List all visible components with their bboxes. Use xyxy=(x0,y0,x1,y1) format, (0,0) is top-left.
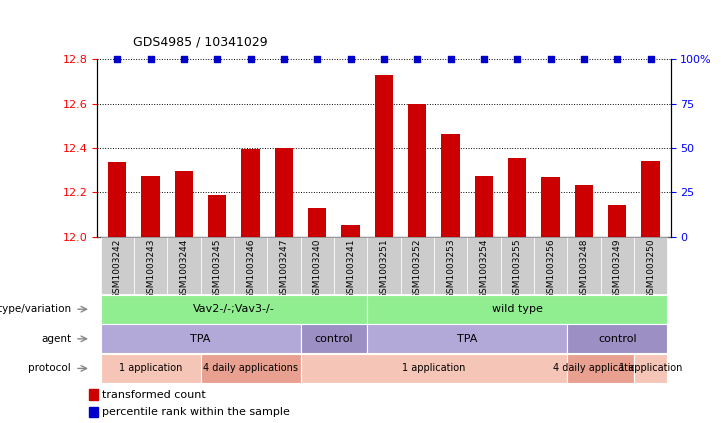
Bar xyxy=(474,176,493,237)
Text: GSM1003241: GSM1003241 xyxy=(346,239,355,299)
FancyBboxPatch shape xyxy=(401,237,434,294)
Text: GSM1003248: GSM1003248 xyxy=(580,239,588,299)
FancyBboxPatch shape xyxy=(601,237,634,294)
Bar xyxy=(208,195,226,237)
Text: GSM1003250: GSM1003250 xyxy=(646,239,655,299)
Text: GSM1003251: GSM1003251 xyxy=(379,239,389,299)
FancyBboxPatch shape xyxy=(134,237,167,294)
Bar xyxy=(108,162,126,237)
Text: GSM1003242: GSM1003242 xyxy=(112,239,122,299)
Point xyxy=(611,56,623,63)
FancyBboxPatch shape xyxy=(500,237,534,294)
FancyBboxPatch shape xyxy=(200,237,234,294)
FancyBboxPatch shape xyxy=(101,237,134,294)
Point xyxy=(378,56,389,63)
Text: 1 application: 1 application xyxy=(619,363,682,374)
Point xyxy=(445,56,456,63)
Point xyxy=(145,56,156,63)
FancyBboxPatch shape xyxy=(301,237,334,294)
FancyBboxPatch shape xyxy=(434,237,467,294)
Text: genotype/variation: genotype/variation xyxy=(0,304,71,314)
Point xyxy=(311,56,323,63)
Point xyxy=(545,56,557,63)
Text: percentile rank within the sample: percentile rank within the sample xyxy=(102,407,290,417)
Bar xyxy=(642,161,660,237)
Point xyxy=(178,56,190,63)
Bar xyxy=(441,134,460,237)
Text: control: control xyxy=(598,334,637,344)
Bar xyxy=(89,389,97,400)
Text: agent: agent xyxy=(41,334,71,344)
Text: GSM1003253: GSM1003253 xyxy=(446,239,455,299)
Point xyxy=(211,56,223,63)
Text: GSM1003252: GSM1003252 xyxy=(412,239,422,299)
Text: GSM1003245: GSM1003245 xyxy=(213,239,222,299)
Point xyxy=(412,56,423,63)
FancyBboxPatch shape xyxy=(467,237,500,294)
Point xyxy=(511,56,523,63)
Text: GSM1003244: GSM1003244 xyxy=(180,239,188,299)
Bar xyxy=(242,149,260,237)
Bar xyxy=(141,176,160,237)
Bar xyxy=(408,104,426,237)
Point xyxy=(345,56,356,63)
FancyBboxPatch shape xyxy=(567,237,601,294)
Point xyxy=(578,56,590,63)
Bar xyxy=(342,225,360,237)
FancyBboxPatch shape xyxy=(634,237,667,294)
Point xyxy=(278,56,290,63)
Bar xyxy=(375,75,393,237)
Text: 4 daily applications: 4 daily applications xyxy=(553,363,648,374)
Bar xyxy=(508,158,526,237)
Text: GSM1003246: GSM1003246 xyxy=(246,239,255,299)
Bar xyxy=(275,148,293,237)
FancyBboxPatch shape xyxy=(367,237,401,294)
Text: transformed count: transformed count xyxy=(102,390,206,400)
FancyBboxPatch shape xyxy=(234,237,267,294)
Text: wild type: wild type xyxy=(492,304,543,314)
FancyBboxPatch shape xyxy=(334,237,367,294)
Text: GSM1003254: GSM1003254 xyxy=(479,239,488,299)
Text: 4 daily applications: 4 daily applications xyxy=(203,363,298,374)
Text: TPA: TPA xyxy=(457,334,477,344)
Bar xyxy=(575,185,593,237)
Bar xyxy=(541,177,559,237)
Point xyxy=(478,56,490,63)
Text: 1 application: 1 application xyxy=(119,363,182,374)
Point xyxy=(245,56,257,63)
Bar xyxy=(89,407,97,417)
Text: 1 application: 1 application xyxy=(402,363,466,374)
Text: GSM1003243: GSM1003243 xyxy=(146,239,155,299)
Bar xyxy=(608,205,627,237)
Bar xyxy=(308,208,327,237)
Text: Vav2-/-;Vav3-/-: Vav2-/-;Vav3-/- xyxy=(193,304,275,314)
Text: GSM1003249: GSM1003249 xyxy=(613,239,622,299)
Text: protocol: protocol xyxy=(29,363,71,374)
Bar xyxy=(174,171,193,237)
Text: GDS4985 / 10341029: GDS4985 / 10341029 xyxy=(133,36,268,49)
Text: GSM1003247: GSM1003247 xyxy=(280,239,288,299)
FancyBboxPatch shape xyxy=(167,237,200,294)
Text: TPA: TPA xyxy=(190,334,211,344)
Text: GSM1003255: GSM1003255 xyxy=(513,239,522,299)
Text: GSM1003256: GSM1003256 xyxy=(546,239,555,299)
FancyBboxPatch shape xyxy=(534,237,567,294)
Text: control: control xyxy=(314,334,353,344)
FancyBboxPatch shape xyxy=(267,237,301,294)
Point xyxy=(112,56,123,63)
Point xyxy=(645,56,656,63)
Text: GSM1003240: GSM1003240 xyxy=(313,239,322,299)
